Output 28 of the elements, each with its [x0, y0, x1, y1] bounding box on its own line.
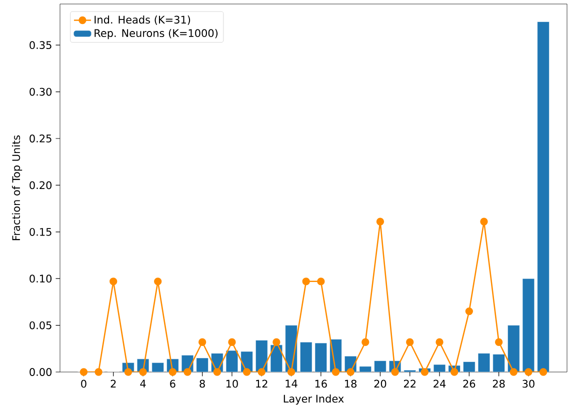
- x-tick-label: 16: [315, 380, 327, 388]
- x-tick-label: 12: [256, 380, 268, 388]
- x-tick-label: 28: [492, 380, 505, 388]
- x-tick-label: 20: [374, 380, 386, 388]
- legend-label: Ind. Heads (K=31): [94, 16, 190, 25]
- x-tick-label: 10: [226, 380, 238, 388]
- x-tick-label: 2: [110, 380, 116, 388]
- legend-label: Rep. Neurons (K=1000): [94, 28, 218, 40]
- y-tick-label: 0.10: [30, 274, 52, 283]
- x-tick-label: 26: [463, 380, 476, 388]
- x-tick-label: 22: [404, 380, 416, 388]
- x-tick-label: 4: [140, 380, 146, 388]
- x-tick-label: 14: [286, 380, 298, 388]
- x-tick-label: 8: [200, 380, 205, 388]
- y-tick-label: 0.20: [30, 181, 52, 190]
- x-tick-label: 24: [434, 380, 446, 388]
- x-tick-label: 30: [522, 380, 534, 388]
- x-tick-label: 18: [345, 380, 356, 388]
- x-tick-label: 0: [81, 380, 86, 388]
- y-tick-label: 0.15: [30, 228, 52, 236]
- x-tick-label: 6: [170, 380, 176, 388]
- y-tick-label: 0.00: [30, 368, 52, 376]
- y-tick-label: 0.35: [30, 41, 52, 50]
- y-axis-title: Fraction of Top Units: [12, 135, 22, 240]
- y-tick-label: 0.25: [30, 134, 52, 142]
- y-tick-label: 0.30: [30, 88, 52, 96]
- x-axis-title: Layer Index: [284, 394, 344, 405]
- y-tick-label: 0.05: [30, 321, 52, 330]
